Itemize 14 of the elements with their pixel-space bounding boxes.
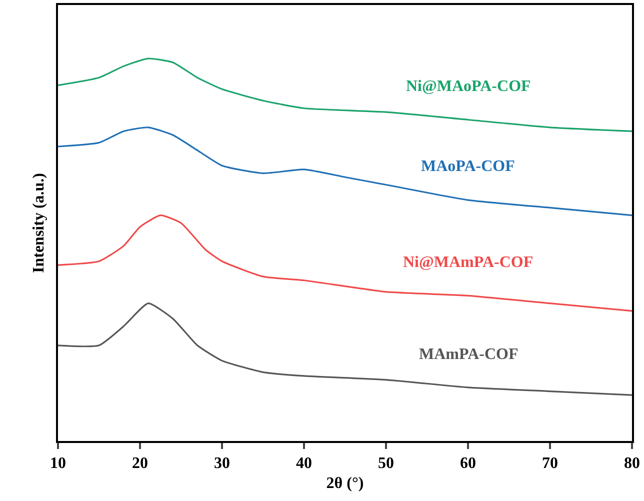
x-tick-label: 10 <box>50 454 66 472</box>
x-tick-label: 70 <box>542 454 558 472</box>
y-axis-title: Intensity (a.u.) <box>30 172 48 274</box>
x-tick-label: 60 <box>460 454 476 472</box>
x-tick-label: 20 <box>132 454 148 472</box>
x-tick-label: 80 <box>624 454 640 472</box>
series-label: MAoPA-COF <box>421 158 516 175</box>
x-axis-title: 2θ (°) <box>326 475 364 492</box>
x-tick-label: 50 <box>378 454 394 472</box>
series-label: Ni@MAoPA-COF <box>406 78 532 95</box>
series-label: MAmPA-COF <box>419 346 518 363</box>
x-tick-label: 30 <box>214 454 230 472</box>
series-label: Ni@MAmPA-COF <box>403 254 534 271</box>
x-tick-label: 40 <box>296 454 312 472</box>
